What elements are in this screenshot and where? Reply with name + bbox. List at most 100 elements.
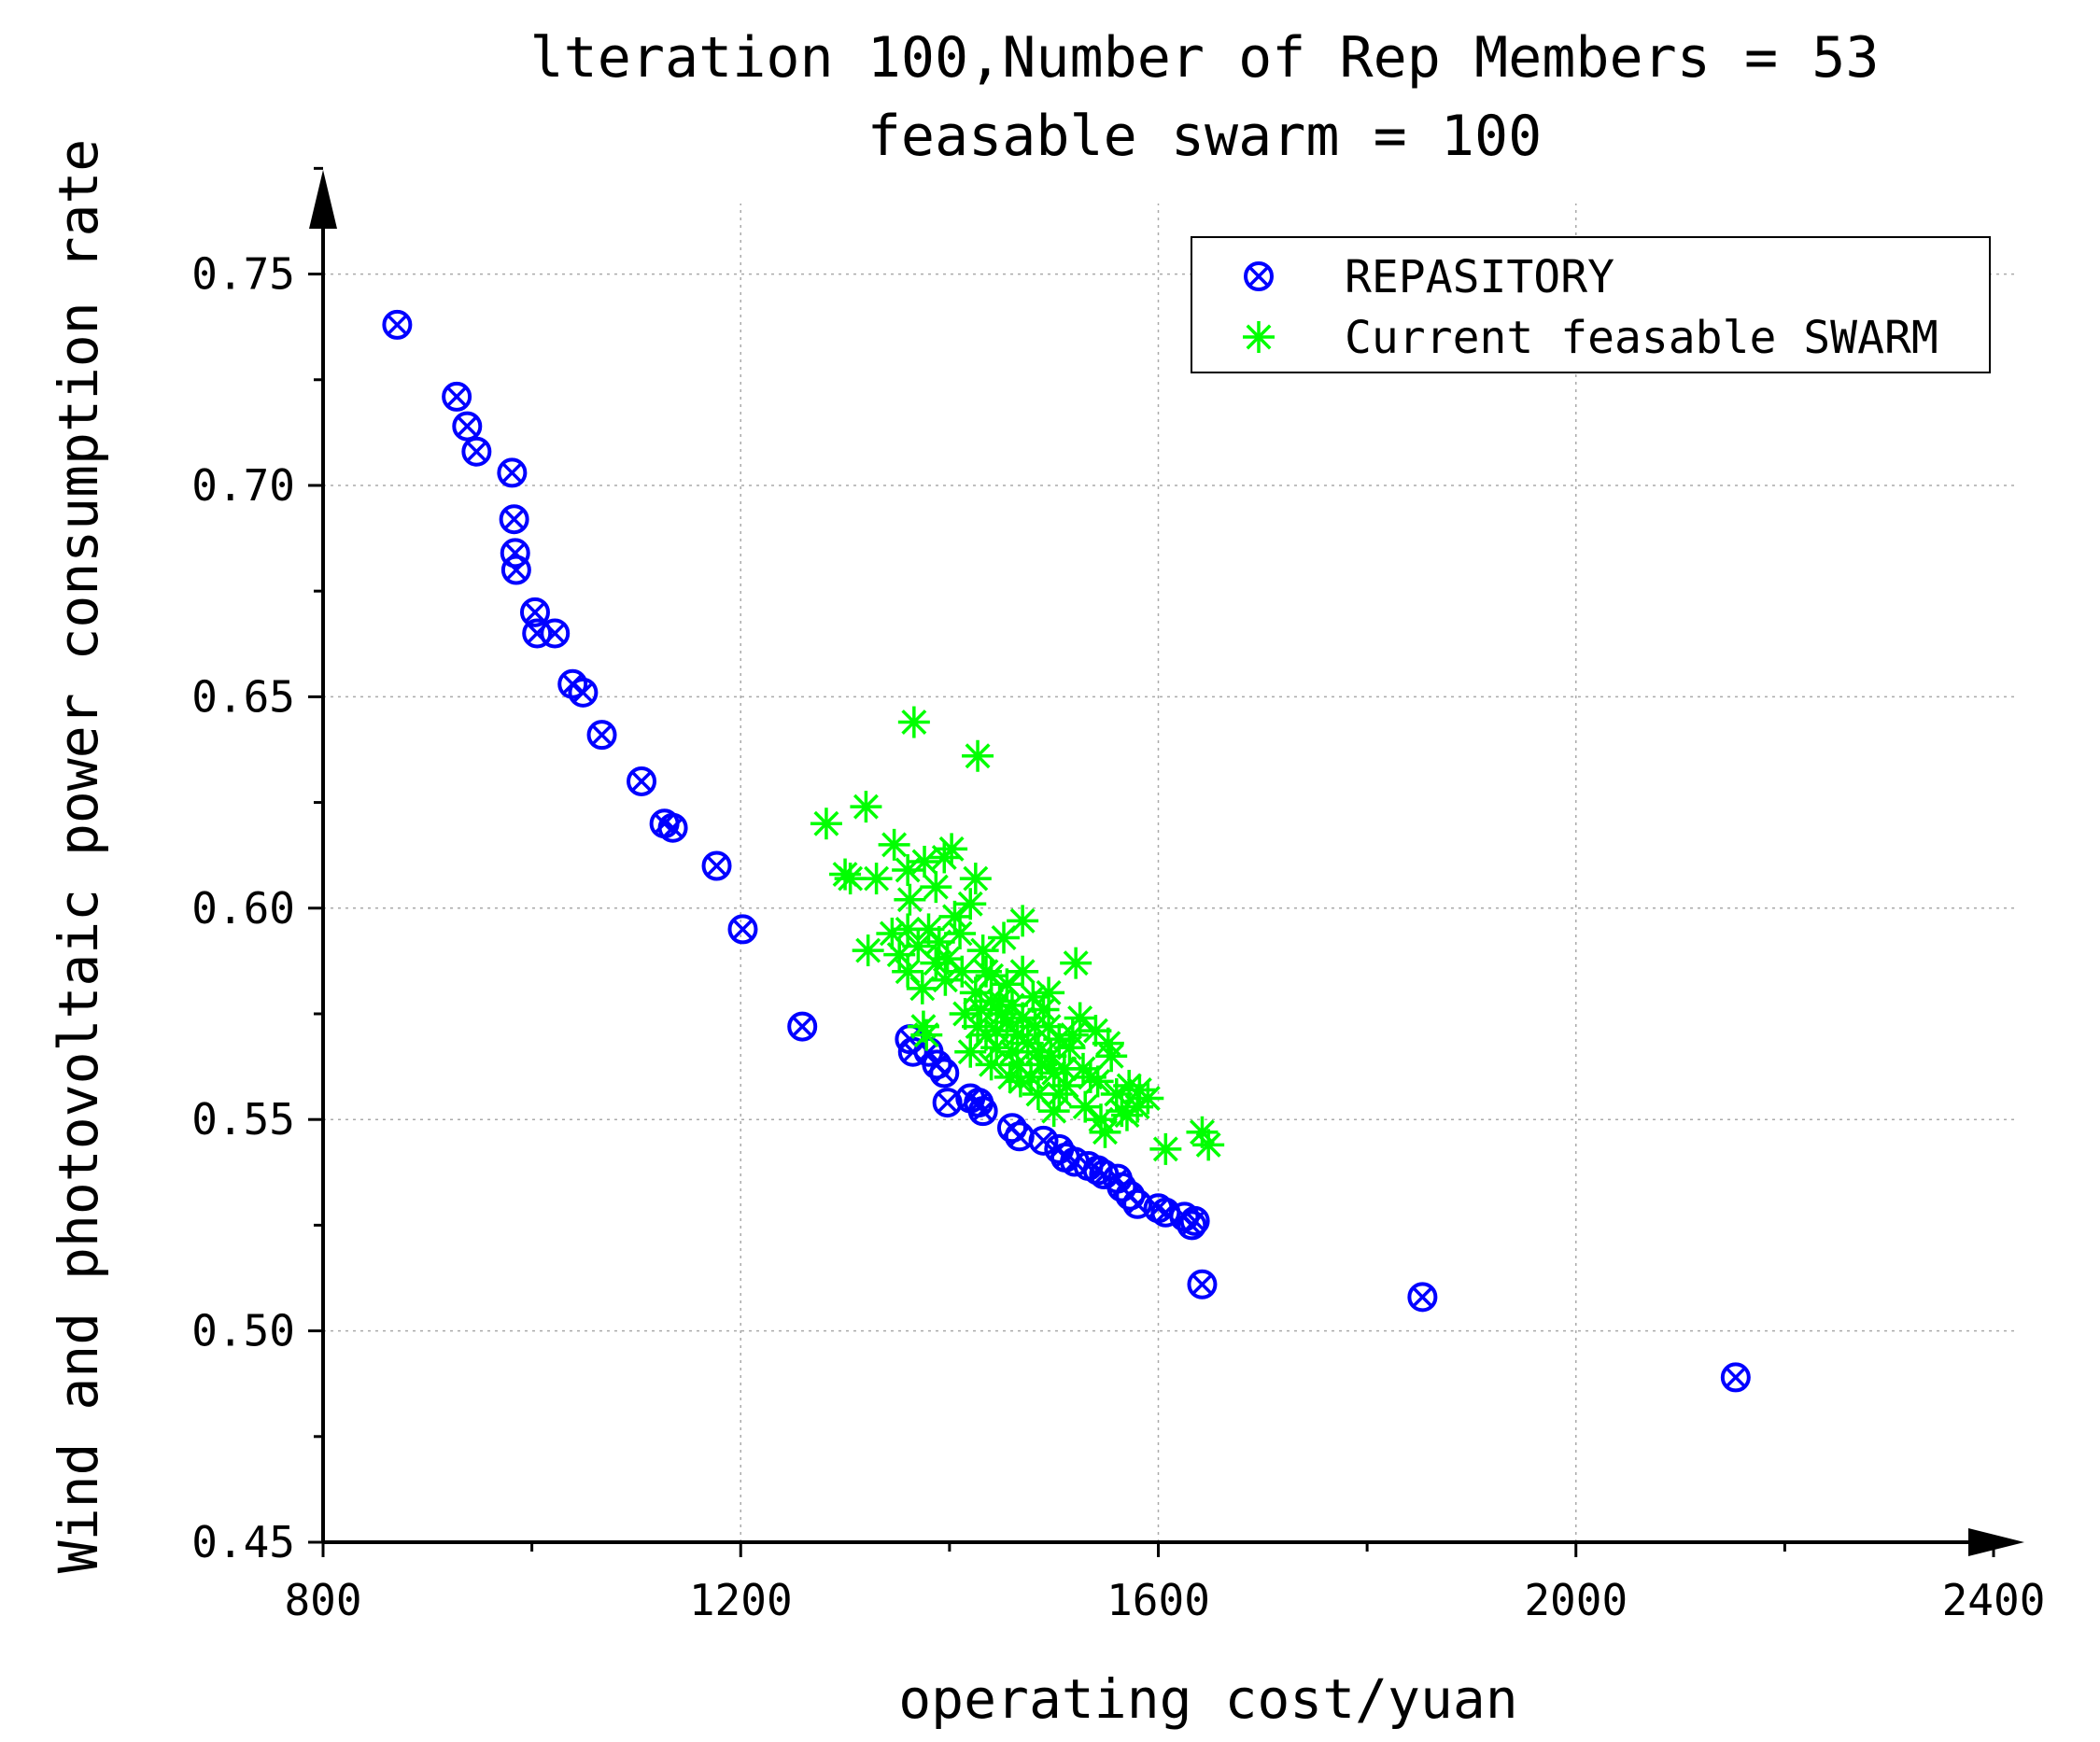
- swarm-point: [810, 808, 842, 840]
- repository-point: [442, 381, 472, 412]
- swarm-point: [852, 934, 884, 967]
- swarm-point: [980, 1015, 1013, 1047]
- series-repository: [382, 309, 1751, 1393]
- axes: [309, 170, 2024, 1556]
- legend-marker-repository: [1244, 261, 1274, 291]
- repository-point: [1004, 1121, 1035, 1152]
- swarm-point: [995, 1035, 1028, 1068]
- repository-point: [499, 504, 529, 535]
- x-tick-label: 2000: [1524, 1575, 1628, 1625]
- repository-point: [657, 812, 688, 843]
- y-tick-label: 0.70: [191, 460, 295, 511]
- repository-point: [1187, 1269, 1218, 1299]
- swarm-point: [892, 913, 924, 946]
- repository-point: [787, 1011, 818, 1042]
- legend-marker-swarm-glyph: [1243, 321, 1275, 353]
- swarm-point: [983, 985, 1016, 1018]
- x-axis-arrow: [1968, 1528, 2024, 1556]
- repository-point: [540, 618, 571, 649]
- swarm-point: [1149, 1132, 1182, 1165]
- repository-point: [382, 309, 413, 340]
- swarm-point: [954, 888, 987, 920]
- repository-point: [519, 597, 550, 627]
- repository-point: [967, 1096, 998, 1127]
- swarm-point: [1192, 1129, 1225, 1161]
- swarm-point: [936, 833, 968, 865]
- repository-point: [727, 914, 758, 945]
- swarm-point: [910, 1019, 943, 1051]
- repository-point: [461, 436, 492, 467]
- repository-point: [452, 411, 483, 442]
- swarm-point: [1089, 1116, 1121, 1148]
- swarm-point: [1007, 955, 1039, 988]
- axis-tick-labels: 800 1200 1600 2000 2400 0.45 0.50 0.55 0.60 0.65 0…: [191, 249, 2045, 1625]
- grid-lines: [323, 204, 2017, 1542]
- x-tick-label: 2400: [1942, 1575, 2046, 1625]
- swarm-point: [1056, 1019, 1089, 1051]
- repository-point: [929, 1058, 960, 1089]
- swarm-point: [949, 997, 981, 1030]
- swarm-point: [1048, 1052, 1080, 1085]
- repository-point: [497, 457, 528, 488]
- repository-point: [500, 555, 531, 585]
- swarm-point: [892, 854, 924, 887]
- swarm-point: [1007, 905, 1039, 937]
- swarm-point: [1074, 1061, 1106, 1093]
- repository-point: [932, 1088, 963, 1118]
- y-axis-arrow: [309, 170, 337, 229]
- y-tick-label: 0.65: [191, 671, 295, 722]
- x-tick-label: 1200: [689, 1575, 793, 1625]
- y-tick-label: 0.45: [191, 1517, 295, 1567]
- swarm-point: [1110, 1099, 1143, 1131]
- x-axis-label: operating cost/yuan: [898, 1667, 1517, 1731]
- swarm-point: [938, 900, 971, 933]
- repository-point: [568, 677, 599, 708]
- y-axis-label: Wind and photovoltaic power consumption …: [47, 139, 110, 1573]
- y-tick-label: 0.50: [191, 1306, 295, 1356]
- chart-title-line-2: feasable swarm = 100: [867, 104, 1542, 169]
- swarm-point: [966, 934, 999, 967]
- legend-marker-swarm: [1243, 321, 1275, 353]
- repository-point: [1179, 1205, 1210, 1236]
- legend-box: [1191, 236, 1991, 373]
- legend-marker-repository-glyph: [1244, 261, 1274, 291]
- swarm-point: [1035, 1040, 1067, 1073]
- repository-point: [1150, 1197, 1181, 1228]
- swarm-point: [962, 739, 994, 772]
- swarm-point: [959, 863, 992, 895]
- legend-label-repository: REPASITORY: [1345, 251, 1614, 303]
- y-tick-label: 0.55: [191, 1094, 295, 1145]
- chart-title-line-1: lteration 100,Number of Rep Members = 53: [530, 25, 1880, 91]
- legend: REPASITORY Current feasable SWARM: [1191, 236, 1991, 373]
- swarm-point: [897, 706, 930, 738]
- swarm-point: [929, 963, 962, 996]
- y-tick-label: 0.60: [191, 883, 295, 934]
- x-tick-label: 1600: [1106, 1575, 1210, 1625]
- swarm-point: [909, 845, 941, 878]
- swarm-point: [970, 955, 1003, 988]
- swarm-point: [1019, 1010, 1051, 1043]
- swarm-point: [878, 828, 910, 861]
- swarm-point: [975, 1048, 1008, 1081]
- swarm-point: [920, 871, 952, 904]
- swarm-point: [1060, 947, 1092, 979]
- swarm-point: [894, 883, 926, 916]
- swarm-point: [1095, 1040, 1128, 1073]
- swarm-point: [923, 926, 955, 959]
- swarm-point: [954, 1035, 987, 1068]
- swarm-point: [1069, 1090, 1102, 1123]
- swarm-point: [850, 791, 882, 823]
- repository-point: [1720, 1362, 1751, 1393]
- series-current-feasable-swarm: [810, 706, 1225, 1165]
- legend-label-swarm: Current feasable SWARM: [1345, 312, 1938, 364]
- axis-ticks: [308, 166, 1995, 1557]
- swarm-point: [906, 972, 938, 1004]
- repository-point: [1028, 1125, 1059, 1156]
- swarm-point: [920, 947, 952, 979]
- repository-point: [701, 850, 732, 881]
- swarm-point: [1043, 1078, 1076, 1111]
- repository-point: [1407, 1282, 1438, 1313]
- x-tick-label: 800: [284, 1575, 361, 1625]
- swarm-point: [860, 863, 893, 895]
